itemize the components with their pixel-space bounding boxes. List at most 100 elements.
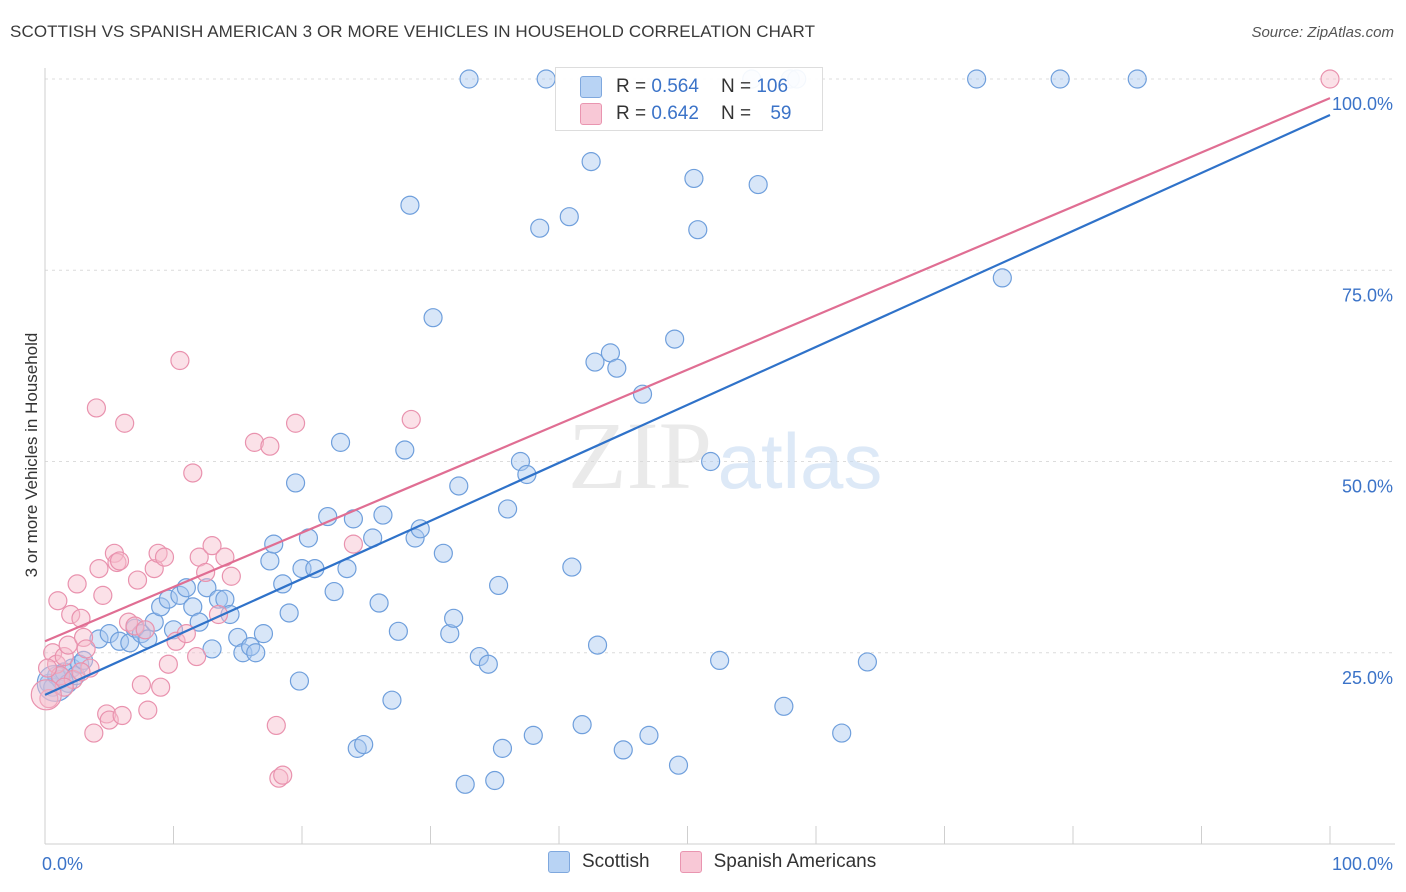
data-point	[273, 765, 293, 785]
data-point	[48, 591, 68, 611]
data-point	[423, 308, 443, 328]
data-point	[170, 350, 190, 371]
data-point	[369, 593, 389, 613]
trend-line	[44, 97, 1331, 643]
data-point	[135, 620, 155, 640]
axes	[44, 68, 1395, 845]
data-point	[241, 637, 261, 657]
data-point	[202, 639, 222, 659]
data-point	[58, 635, 78, 655]
data-point	[354, 734, 374, 755]
x-tick-label: 100.0%	[1332, 854, 1393, 874]
data-point	[260, 551, 280, 571]
data-point	[37, 658, 58, 678]
data-point	[71, 608, 91, 628]
series-spanish-americans	[30, 69, 1340, 788]
n-value: 59	[770, 103, 792, 124]
data-point	[688, 220, 708, 240]
data-point	[158, 654, 178, 674]
watermark-atlas: atlas	[718, 417, 883, 505]
stats-legend: R = 0.564 N = 106 R = 0.642 N = 59	[555, 67, 823, 131]
data-point	[244, 432, 265, 452]
data-point	[562, 557, 582, 577]
data-point	[455, 774, 475, 794]
data-point	[221, 566, 241, 586]
data-point	[559, 207, 579, 227]
y-tick-label: 100.0%	[1332, 94, 1393, 114]
data-point	[967, 69, 987, 89]
data-point	[498, 499, 518, 519]
data-point	[710, 650, 730, 671]
y-axis-label: 3 or more Vehicles in Household	[22, 332, 41, 578]
data-point	[459, 69, 479, 89]
data-point	[388, 621, 408, 641]
data-point	[93, 585, 113, 605]
data-point	[208, 589, 229, 609]
r-value: 0.642	[651, 103, 699, 124]
data-point	[485, 770, 505, 791]
data-point	[489, 575, 509, 596]
data-point	[639, 725, 659, 745]
data-point	[67, 574, 87, 594]
data-point	[89, 558, 109, 579]
legend-swatch-pink	[679, 851, 702, 873]
data-point	[260, 436, 280, 456]
r-value: 0.564	[651, 76, 699, 97]
data-point	[73, 627, 94, 648]
data-point	[131, 624, 151, 644]
data-point	[39, 689, 59, 709]
data-point	[115, 413, 135, 433]
data-point	[253, 624, 274, 644]
data-point	[530, 218, 550, 238]
data-point	[433, 543, 453, 563]
data-point	[701, 451, 721, 472]
data-point	[138, 700, 158, 720]
y-tick-label: 50.0%	[1342, 477, 1393, 497]
data-point	[89, 629, 109, 649]
data-point	[1127, 69, 1147, 89]
data-point	[318, 506, 338, 527]
data-point	[54, 646, 74, 667]
data-point	[343, 534, 363, 554]
n-label: N =	[720, 76, 752, 97]
data-point	[665, 329, 685, 349]
legend-item-scottish[interactable]: Scottish	[548, 851, 650, 873]
data-point	[523, 725, 543, 745]
data-point	[279, 603, 299, 623]
data-point	[585, 352, 605, 372]
y-tick-label: 25.0%	[1342, 668, 1393, 688]
data-point	[99, 710, 119, 730]
data-point	[197, 578, 217, 598]
data-point	[572, 715, 592, 735]
n-label: N =	[720, 103, 752, 124]
data-point	[444, 608, 464, 628]
data-point	[581, 152, 601, 172]
data-point	[131, 675, 151, 695]
data-point	[324, 581, 344, 602]
data-point	[73, 650, 94, 671]
legend-swatch-blue	[580, 76, 602, 98]
data-point	[151, 677, 171, 697]
data-point	[748, 174, 768, 195]
data-point	[373, 505, 393, 525]
grid-lines	[45, 78, 1395, 654]
data-point	[1050, 69, 1070, 89]
data-point	[151, 597, 171, 617]
data-point	[84, 723, 104, 743]
legend-label: Spanish Americans	[713, 851, 877, 872]
data-point	[992, 268, 1012, 288]
data-point	[684, 168, 704, 189]
data-point	[109, 551, 130, 571]
legend-row-spanish: R = 0.642 N = 59	[580, 101, 791, 127]
data-point	[187, 646, 207, 667]
data-point	[832, 723, 852, 743]
trend-line	[44, 113, 1331, 696]
data-point	[109, 631, 130, 651]
data-point	[400, 195, 420, 215]
legend-item-spanish-americans[interactable]: Spanish Americans	[679, 851, 877, 873]
legend-swatch-blue	[548, 851, 570, 873]
data-point	[330, 432, 351, 452]
data-point	[125, 616, 145, 636]
data-point	[112, 705, 132, 726]
